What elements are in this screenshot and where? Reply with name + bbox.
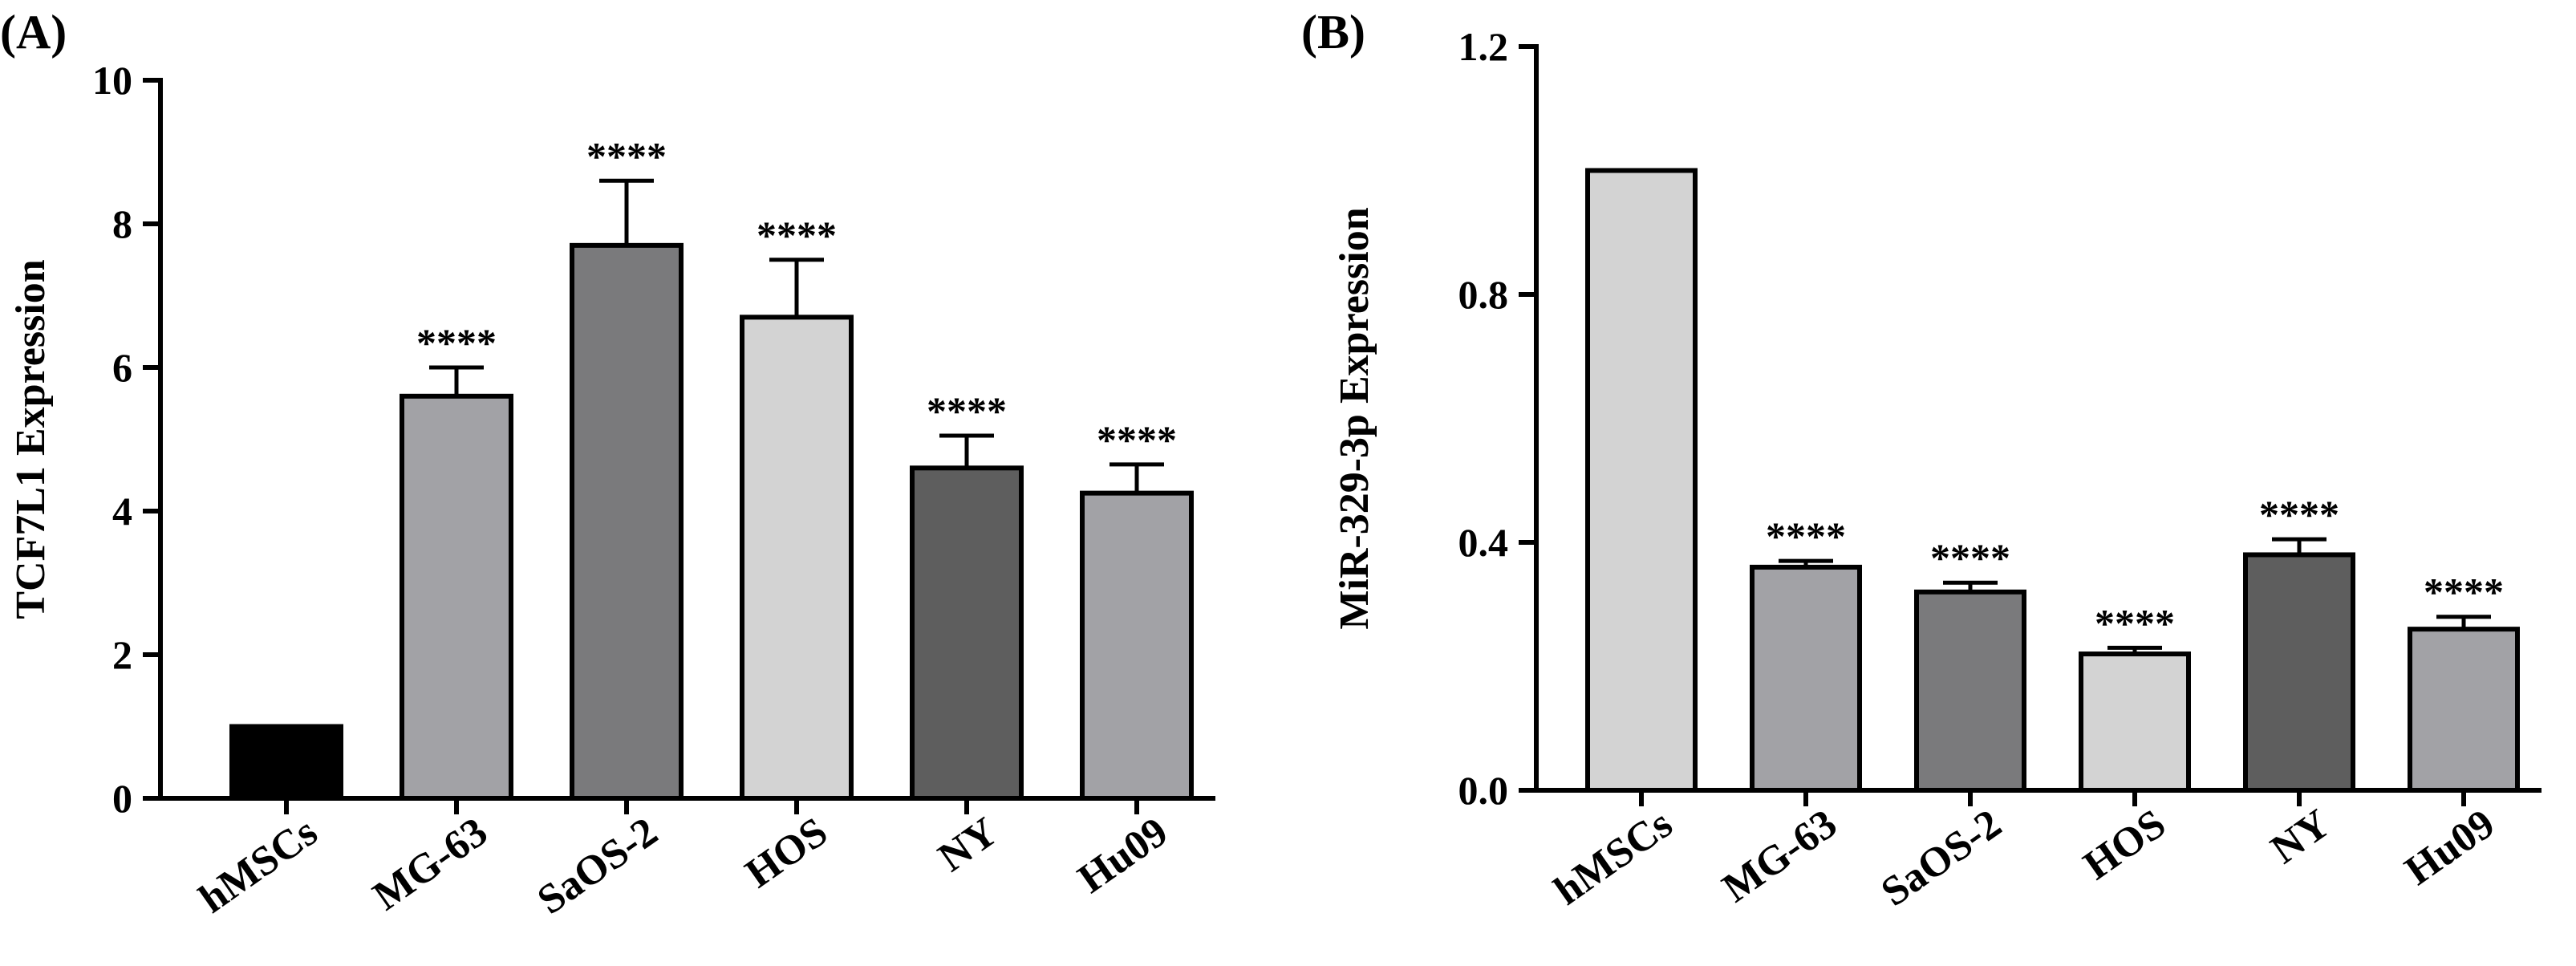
y-tick-label: 0.8: [1458, 272, 1509, 317]
x-tick-label: NY: [2263, 801, 2339, 873]
bar-ny: [910, 465, 1024, 801]
bar-hmscs: [1585, 168, 1698, 793]
significance-label: ****: [927, 388, 1007, 433]
x-tick-label: HOS: [737, 809, 836, 897]
y-tick-label: 0: [112, 776, 132, 821]
bar-saos-2: [570, 242, 684, 802]
bar-saos-2: [1914, 589, 2026, 793]
y-tick-label: 0.0: [1458, 768, 1509, 813]
y-tick-label: 8: [112, 201, 132, 246]
significance-label: ****: [2424, 570, 2504, 615]
x-tick-label: SaOS-2: [529, 809, 666, 923]
significance-label: ****: [586, 133, 667, 178]
significance-label: ****: [1097, 417, 1177, 462]
x-tick-label: MG-63: [365, 809, 496, 919]
significance-label: ****: [2259, 492, 2339, 537]
chart-panel-b: (B) MiR-329-3p Expression 0.0 0.4 0.8 1.2 hMSC…: [1301, 6, 2542, 915]
x-tick-label: Hu09: [1070, 809, 1176, 902]
x-tick-label: HOS: [2075, 801, 2174, 889]
y-tick-label: 0.4: [1458, 520, 1509, 565]
significance-label: ****: [1766, 513, 1846, 558]
y-tick-label: 1.2: [1458, 24, 1509, 69]
bar-hu09: [1080, 490, 1194, 801]
significance-label: ****: [416, 320, 497, 365]
bar-hu09: [2408, 627, 2520, 794]
bar-hos: [2079, 651, 2191, 793]
bar-ny: [2243, 552, 2355, 793]
panel-label: (B): [1301, 6, 1365, 59]
significance-label: ****: [757, 213, 837, 258]
bar-hos: [740, 315, 854, 802]
y-tick-label: 2: [112, 632, 132, 677]
y-axis-title: MiR-329-3p Expression: [1332, 207, 1377, 629]
x-tick-label: Hu09: [2397, 801, 2503, 894]
panel-label: (A): [0, 6, 67, 59]
y-axis-title: TCF7L1 Expression: [8, 259, 54, 619]
bar-mg-63: [400, 393, 513, 801]
y-tick-label: 4: [112, 489, 132, 534]
x-tick-label: hMSCs: [191, 809, 326, 922]
x-tick-label: hMSCs: [1546, 801, 1681, 914]
y-tick-label: 6: [112, 345, 132, 390]
chart-panel-a: (A) TCF7L1 Expression 0 2 4 6 8 10 hMSCs **** MG-6…: [0, 6, 1215, 923]
x-tick-label: MG-63: [1714, 801, 1845, 911]
significance-label: ****: [1930, 535, 2010, 580]
y-tick-label: 10: [92, 58, 132, 103]
significance-label: ****: [2095, 600, 2175, 645]
bar-hmscs: [229, 724, 343, 801]
bar-mg-63: [1750, 564, 1862, 794]
x-tick-label: SaOS-2: [1873, 801, 2010, 915]
x-tick-label: NY: [931, 809, 1006, 881]
